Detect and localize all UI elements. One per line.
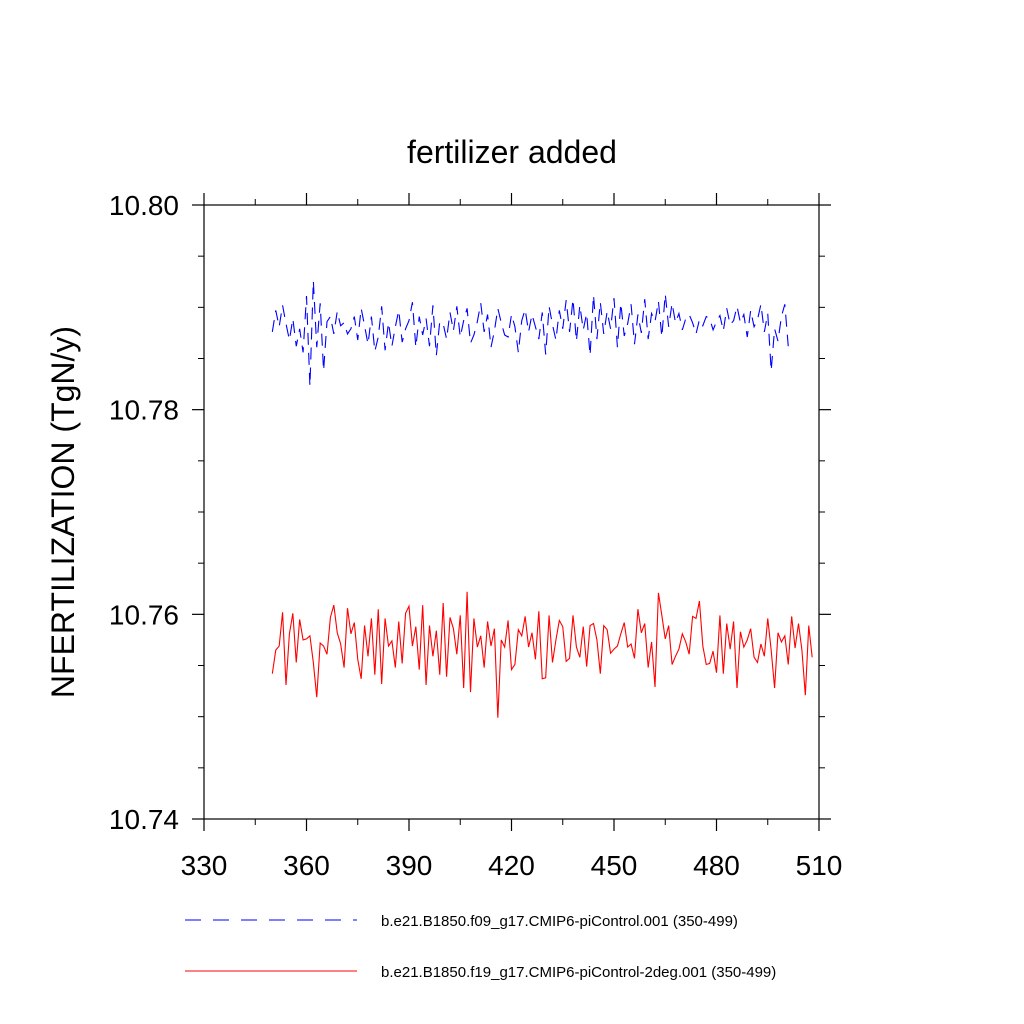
y-tick-label: 10.76 — [109, 599, 179, 630]
plot-frame — [203, 204, 820, 820]
x-tick-label: 450 — [591, 850, 638, 881]
y-axis-label: NFERTILIZATION (TgN/y) — [45, 326, 81, 698]
x-tick-label: 510 — [796, 850, 843, 881]
y-tick-label: 10.74 — [109, 804, 179, 835]
legend-label-2: b.e21.B1850.f19_g17.CMIP6-piControl-2deg… — [381, 964, 776, 981]
x-tick-label: 480 — [693, 850, 740, 881]
x-tick-label: 390 — [386, 850, 433, 881]
y-axis-ticks: 10.74 10.76 10.78 10.80 — [109, 190, 831, 835]
x-axis-ticks: 330 360 390 420 450 480 510 — [181, 193, 843, 881]
x-tick-label: 330 — [181, 850, 228, 881]
series-line-1 — [271, 280, 789, 387]
chart-title: fertilizer added — [407, 134, 617, 170]
legend: b.e21.B1850.f09_g17.CMIP6-piControl.001 … — [185, 913, 776, 981]
legend-label-1: b.e21.B1850.f09_g17.CMIP6-piControl.001 … — [381, 913, 738, 930]
series-layer — [271, 280, 813, 718]
series-line-2 — [271, 591, 813, 718]
x-tick-label: 420 — [488, 850, 535, 881]
y-tick-label: 10.80 — [109, 190, 179, 221]
y-tick-label: 10.78 — [109, 395, 179, 426]
x-tick-label: 360 — [283, 850, 330, 881]
